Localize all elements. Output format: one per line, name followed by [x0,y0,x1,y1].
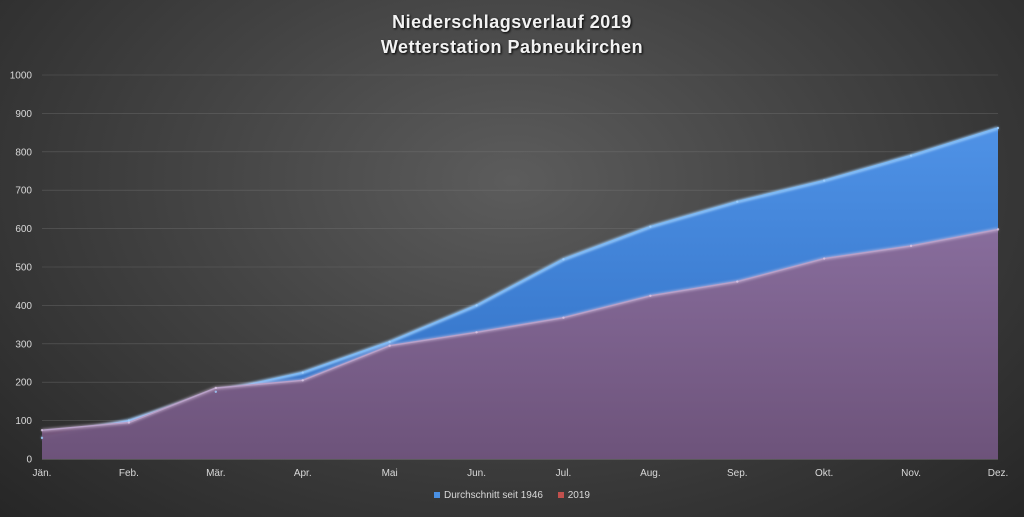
y-tick-label: 500 [15,263,32,274]
chart-title-line2: Wetterstation Pabneukirchen [380,37,644,57]
y-tick-label: 200 [15,378,32,389]
x-tick-label: Sep. [727,468,748,479]
x-tick-label: Okt. [815,468,833,479]
x-tick-label: Jän. [33,468,52,479]
series-2019-point [909,244,913,248]
legend: Durchschnitt seit 1946 2019 [0,490,1024,501]
x-tick-label: Jun. [467,468,486,479]
series-average-point [996,126,1000,130]
y-tick-label: 0 [26,455,32,466]
series-average-point [562,258,565,261]
chart-title-line1: Niederschlagsverlauf 2019 [392,12,632,32]
series-average-point [909,154,913,157]
y-axis: 0 100 200 300 400 500 600 700 800 900 1000 [10,71,33,466]
series-2019-point [388,344,391,347]
series-average-point [301,371,304,374]
series-2019-point [40,429,44,432]
legend-entry-2019[interactable]: 2019 [557,490,590,501]
y-tick-label: 800 [15,147,32,158]
x-tick-label: Nov. [901,468,921,479]
y-tick-label: 600 [15,224,32,235]
y-tick-label: 100 [15,416,32,427]
x-tick-label: Mai [382,468,398,479]
x-tick-label: Mär. [206,468,225,479]
series-2019-point [822,257,826,260]
series-2019-area [42,229,998,459]
y-tick-label: 300 [15,339,32,350]
series-2019-point [475,331,478,334]
series-2019-line [41,228,999,431]
x-tick-label: Jul. [556,468,572,479]
legend-entry-average[interactable]: Durchschnitt seit 1946 [434,490,543,501]
x-tick-label: Aug. [640,468,661,479]
series-average-point [736,200,739,203]
x-tick-label: Dez. [988,468,1009,479]
series-average-point [822,179,826,182]
series-average-point [388,340,391,344]
series-average-point [40,436,44,440]
series-2019-point [127,421,131,424]
y-tick-label: 700 [15,186,32,197]
series-layer [40,126,1000,459]
series-2019-point [736,280,739,283]
x-tick-label: Feb. [119,468,139,479]
x-axis: Jän. Feb. Mär. Apr. Mai Jun. Jul. Aug. Sep. Okt. N… [33,468,1009,479]
x-tick-label: Apr. [294,468,312,479]
series-2019-point [214,386,218,390]
legend-label-average: Durchschnitt seit 1946 [444,490,543,501]
series-average-point [214,390,218,393]
legend-label-2019: 2019 [567,490,590,501]
series-2019-point [301,379,304,382]
y-tick-label: 1000 [10,71,33,82]
series-average-point [475,304,478,307]
chart-title: Niederschlagsverlauf 2019 Wetterstation … [0,10,1024,60]
y-tick-label: 400 [15,301,32,312]
series-average-point [649,225,652,228]
legend-swatch-average [434,492,440,499]
series-2019-point [562,316,565,319]
series-2019-point [996,228,1000,231]
series-2019-point [649,294,652,297]
legend-swatch-2019 [557,492,564,499]
series-average-point [127,419,131,422]
y-tick-label: 900 [15,109,32,120]
